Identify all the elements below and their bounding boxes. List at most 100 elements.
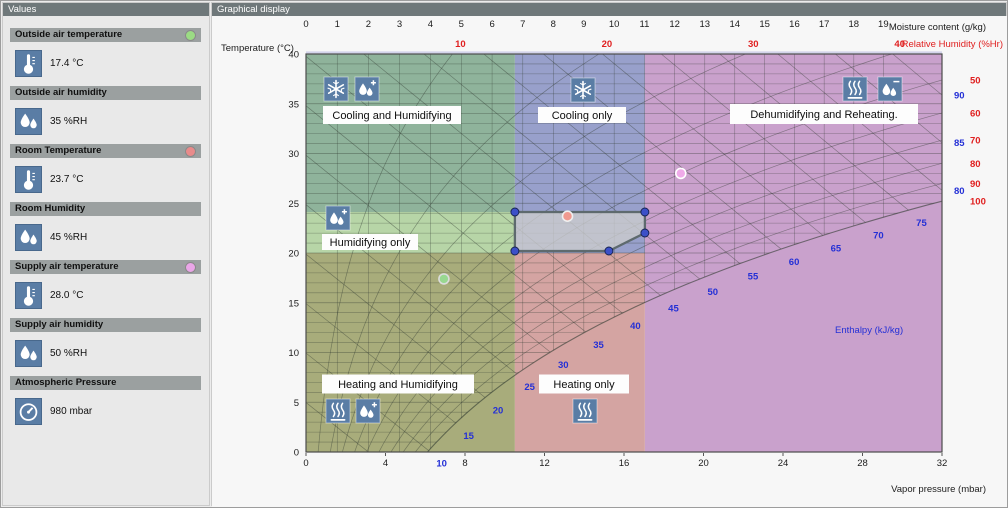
humidify-icon xyxy=(354,76,380,102)
value-item-label: Supply air temperature xyxy=(15,261,119,272)
moisture-tick: 8 xyxy=(551,19,556,30)
moisture-tick: 6 xyxy=(489,19,494,30)
rh-right-tick: 70 xyxy=(970,136,981,147)
moisture-tick: 3 xyxy=(397,19,402,30)
supply-air-point[interactable] xyxy=(674,167,687,180)
value-item-value: 17.4 °C xyxy=(50,58,84,69)
thermometer-icon xyxy=(15,282,42,309)
temperature-tick: 30 xyxy=(288,149,299,160)
value-item: Outside air temperature 17.4 °C xyxy=(3,28,209,77)
enthalpy-tick: 40 xyxy=(630,321,641,332)
temperature-tick: 35 xyxy=(288,99,299,110)
moisture-axis-title: Moisture content (g/kg) xyxy=(889,22,986,33)
moisture-tick: 15 xyxy=(759,19,770,30)
temperature-tick: 0 xyxy=(294,448,299,459)
status-led-icon xyxy=(185,262,196,273)
zone-label-heating-humidifying: Heating and Humidifying xyxy=(338,379,458,391)
zone-label-heating-only: Heating only xyxy=(553,379,615,391)
moisture-tick: 1 xyxy=(335,19,340,30)
enthalpy-tick: 65 xyxy=(831,243,842,254)
vapor-pressure-axis-title: Vapor pressure (mbar) xyxy=(891,484,986,495)
value-item-label: Outside air temperature xyxy=(15,29,123,40)
status-led-icon xyxy=(185,30,196,41)
enthalpy-tick: 25 xyxy=(524,382,535,393)
values-panel-header: Values xyxy=(3,3,209,16)
room-point[interactable] xyxy=(561,210,574,222)
process-vertex-2[interactable] xyxy=(640,228,650,238)
vapor-pressure-tick: 16 xyxy=(619,458,630,469)
value-item: Room Humidity 45 %RH xyxy=(3,202,209,251)
enthalpy-tick: 20 xyxy=(493,406,504,417)
chart-area: Cooling and Humidifying Humidifying only C… xyxy=(212,16,1008,507)
zone-label-humidifying-only: Humidifying only xyxy=(330,237,411,249)
thermometer-icon xyxy=(15,50,42,77)
relative-humidity-axis-title: Relative Humidity (%Hr) xyxy=(902,39,1003,50)
value-item-value: 50 %RH xyxy=(50,348,88,359)
rh-right-tick: 100 xyxy=(970,197,986,208)
moisture-tick: 2 xyxy=(366,19,371,30)
process-vertex-1[interactable] xyxy=(640,207,650,217)
moisture-tick: 18 xyxy=(849,19,860,30)
value-item-value: 35 %RH xyxy=(50,116,88,127)
temperature-tick: 40 xyxy=(288,50,299,61)
enthalpy-tick: 85 xyxy=(954,138,965,149)
moisture-tick: 11 xyxy=(640,19,650,30)
vapor-pressure-tick: 0 xyxy=(303,458,308,469)
vapor-pressure-tick: 28 xyxy=(857,458,868,469)
enthalpy-axis-title: Enthalpy (kJ/kg) xyxy=(835,325,903,336)
vapor-pressure-tick: 4 xyxy=(383,458,388,469)
outside-air-point[interactable] xyxy=(438,273,450,285)
temperature-tick: 15 xyxy=(288,298,299,309)
enthalpy-tick: 80 xyxy=(954,186,965,197)
enthalpy-tick: 35 xyxy=(593,340,604,351)
psychrometric-chart[interactable]: Cooling and Humidifying Humidifying only C… xyxy=(212,16,1008,507)
value-item-value: 45 %RH xyxy=(50,232,88,243)
rh-right-tick: 60 xyxy=(970,108,981,119)
process-region[interactable] xyxy=(513,210,647,253)
enthalpy-tick: 60 xyxy=(789,257,800,268)
value-item-label: Room Temperature xyxy=(15,145,102,156)
rh-right-tick: 50 xyxy=(970,75,981,86)
plot-border xyxy=(305,53,943,453)
droplets-icon xyxy=(15,108,42,135)
values-list: Outside air temperature 17.4 °C Outside … xyxy=(3,16,209,425)
enthalpy-tick: 70 xyxy=(873,230,884,241)
enthalpy-tick: 55 xyxy=(748,272,759,283)
gauge-icon xyxy=(15,398,42,425)
enthalpy-tick: 10 xyxy=(436,459,447,470)
value-item-label: Atmospheric Pressure xyxy=(15,377,117,388)
graphical-display-header: Graphical display xyxy=(212,3,1006,16)
moisture-tick: 19 xyxy=(878,19,889,30)
rh-top-tick: 30 xyxy=(748,39,759,50)
zone-label-cooling-humidifying: Cooling and Humidifying xyxy=(332,110,451,122)
value-item-value: 980 mbar xyxy=(50,406,93,417)
temperature-tick: 5 xyxy=(294,398,299,409)
vapor-pressure-tick: 20 xyxy=(698,458,709,469)
enthalpy-tick: 50 xyxy=(707,287,718,298)
moisture-tick: 0 xyxy=(303,19,308,30)
rh-top-tick: 20 xyxy=(602,39,613,50)
humidify-icon xyxy=(325,205,351,231)
temperature-tick: 25 xyxy=(288,199,299,210)
rh-right-tick: 90 xyxy=(970,179,981,190)
rh-right-tick: 80 xyxy=(970,159,981,170)
zone-label-box-heating-only xyxy=(539,374,629,394)
moisture-tick: 17 xyxy=(819,19,830,30)
moisture-tick: 12 xyxy=(669,19,680,30)
moisture-tick: 13 xyxy=(699,19,710,30)
temperature-tick: 10 xyxy=(288,348,299,359)
vapor-pressure-tick: 8 xyxy=(462,458,467,469)
values-panel: Values Outside air temperature 17.4 °C O… xyxy=(2,2,210,506)
process-vertex-3[interactable] xyxy=(604,246,614,256)
saturation-curve xyxy=(427,200,943,453)
moisture-tick: 5 xyxy=(459,19,464,30)
value-item: Atmospheric Pressure 980 mbar xyxy=(3,376,209,425)
process-vertex-0[interactable] xyxy=(510,207,520,217)
temperature-tick: 20 xyxy=(288,249,299,260)
zone-label-cooling-only: Cooling only xyxy=(552,110,613,122)
moisture-tick: 14 xyxy=(729,19,740,30)
process-vertex-4[interactable] xyxy=(510,246,520,256)
enthalpy-tick: 45 xyxy=(668,303,679,314)
moisture-tick: 7 xyxy=(520,19,525,30)
value-item-label: Room Humidity xyxy=(15,203,86,214)
